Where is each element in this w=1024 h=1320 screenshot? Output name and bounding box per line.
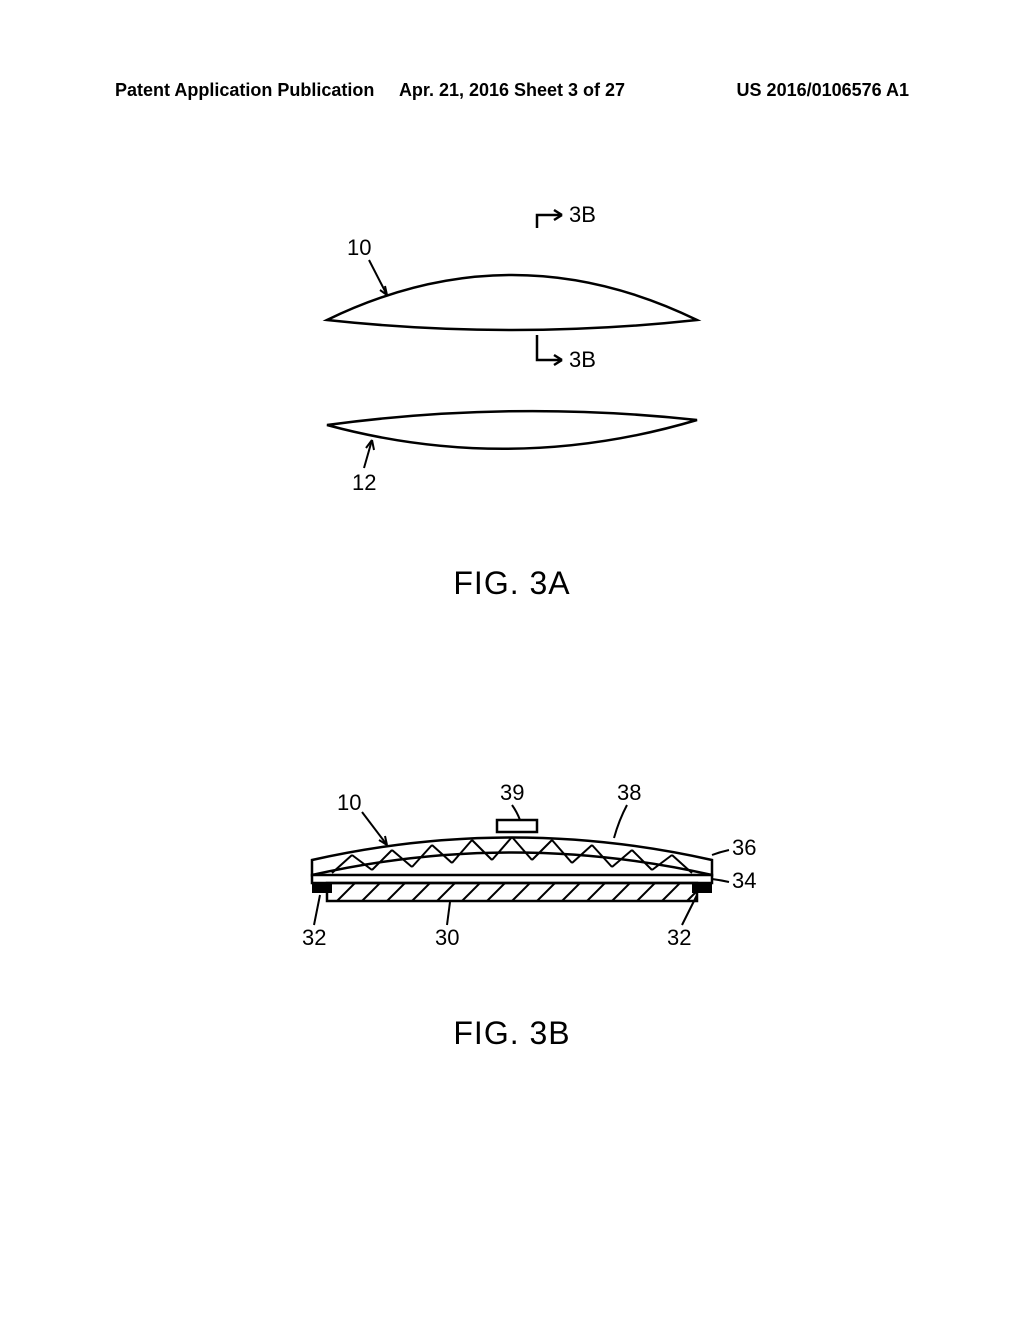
- layer-30-hatch: [337, 883, 697, 901]
- ref-36-label: 36: [732, 835, 756, 860]
- ref-10-label: 10: [347, 235, 371, 260]
- ref-10-leader: [369, 260, 387, 295]
- ref-10-b-label: 10: [337, 790, 361, 815]
- ref-32-left-leader: [314, 895, 320, 925]
- header-patent-number: US 2016/0106576 A1: [644, 80, 909, 101]
- fig-3a-label: FIG. 3A: [0, 565, 1024, 602]
- page-header: Patent Application Publication Apr. 21, …: [0, 80, 1024, 101]
- layer-32-left: [312, 883, 332, 893]
- layer-32-right: [692, 883, 712, 893]
- header-date-sheet: Apr. 21, 2016 Sheet 3 of 27: [380, 80, 645, 101]
- fig-3b-diagram: 10 39 38 36 34 30 32: [222, 730, 802, 990]
- lens-bottom-shape: [327, 411, 697, 449]
- ref-30-leader: [447, 902, 450, 925]
- layer-30: [327, 883, 697, 901]
- ref-12-label: 12: [352, 470, 376, 495]
- ref-38-label: 38: [617, 780, 641, 805]
- ref-34-label: 34: [732, 868, 756, 893]
- protrusion-39: [497, 820, 537, 832]
- ref-32-right-label: 32: [667, 925, 691, 950]
- ref-39-leader: [512, 805, 520, 820]
- figure-3a: 3B 3B 10 12 FIG. 3A: [0, 200, 1024, 602]
- header-publication: Patent Application Publication: [115, 80, 380, 101]
- fig-3a-diagram: 3B 3B 10 12: [232, 200, 792, 540]
- ref-38-leader: [614, 805, 627, 838]
- ref-34-leader: [712, 879, 729, 882]
- fig-3b-label: FIG. 3B: [0, 1015, 1024, 1052]
- ref-39-label: 39: [500, 780, 524, 805]
- ref-32-left-label: 32: [302, 925, 326, 950]
- section-label-bottom: 3B: [569, 347, 596, 372]
- section-label-top: 3B: [569, 202, 596, 227]
- lens-top-shape: [327, 275, 697, 330]
- figure-3b: 10 39 38 36 34 30 32: [0, 730, 1024, 1052]
- ref-30-label: 30: [435, 925, 459, 950]
- ref-10-b-leader: [362, 812, 387, 845]
- ref-36-leader: [712, 850, 729, 855]
